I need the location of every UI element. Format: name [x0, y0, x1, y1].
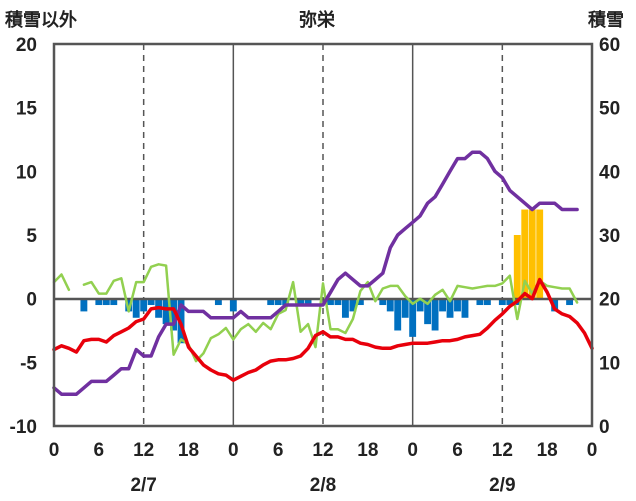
precip-bar — [409, 298, 417, 337]
precip-bar — [379, 298, 387, 306]
x-tick: 12 — [492, 440, 513, 461]
snow-bar — [513, 235, 521, 299]
precip-bar — [297, 298, 305, 306]
y-tick-right: 60 — [599, 35, 620, 56]
precip-bar — [461, 298, 469, 318]
precip-bar — [147, 298, 155, 306]
y-tick-right: 30 — [599, 226, 620, 247]
precip-bar — [229, 298, 237, 312]
x-tick: 0 — [49, 440, 60, 461]
precip-bar — [267, 298, 275, 306]
y-tick-left: 20 — [16, 35, 37, 56]
grid — [142, 44, 504, 426]
snow-bar — [521, 209, 529, 299]
precip-bar — [341, 298, 349, 318]
y-tick-left: 10 — [16, 162, 37, 183]
x-tick: 12 — [133, 440, 154, 461]
precip-bar — [439, 298, 446, 312]
series-line-red — [52, 277, 594, 382]
y-tick-right: 10 — [599, 353, 620, 374]
precip-bar — [102, 298, 110, 306]
precip-bar — [416, 298, 424, 312]
x-tick: 18 — [357, 440, 378, 461]
chart-title: 弥栄 — [299, 9, 336, 31]
y-tick-left: 15 — [16, 99, 38, 120]
precip-bar — [214, 298, 222, 306]
y-tick-right: 0 — [599, 417, 610, 438]
series-line-purple — [52, 150, 579, 396]
precip-bar — [110, 298, 118, 306]
x-tick: 6 — [452, 440, 463, 461]
precip-bar — [282, 298, 290, 306]
y-tick-right: 50 — [599, 99, 620, 120]
left-axis-label: 積雪以外 — [4, 9, 77, 31]
snow-bar — [528, 209, 536, 299]
x-tick: 0 — [228, 440, 239, 461]
precip-bar — [162, 298, 170, 325]
precip-bar — [386, 298, 394, 312]
y-tick-right: 40 — [599, 162, 620, 183]
x-tick: 18 — [537, 440, 558, 461]
x-tick: 0 — [587, 440, 598, 461]
precip-bar — [506, 298, 514, 306]
precip-bar — [304, 298, 312, 306]
precip-bar — [80, 298, 88, 312]
series-line-green — [52, 273, 71, 292]
x-tick: 6 — [94, 440, 105, 461]
precip-bar — [334, 298, 342, 306]
precip-bar — [170, 298, 177, 331]
date-label: 2/9 — [489, 475, 515, 496]
plot-frame — [52, 42, 594, 428]
y-tick-left: -5 — [20, 353, 37, 374]
series-line-green — [82, 263, 579, 363]
snow-bar — [536, 209, 544, 299]
x-tick: 12 — [312, 440, 333, 461]
x-tick: 18 — [178, 440, 199, 461]
precip-bar — [424, 298, 432, 325]
precip-bar — [401, 298, 409, 318]
y-tick-left: 5 — [26, 226, 37, 247]
precip-bar — [431, 298, 439, 331]
precip-bar — [454, 298, 461, 312]
date-label: 2/8 — [310, 475, 336, 496]
precip-bar — [566, 298, 574, 306]
x-tick: 6 — [273, 440, 284, 461]
precip-bar — [483, 298, 491, 306]
precip-bar — [125, 298, 133, 312]
right-axis-label: 積雪 — [587, 9, 624, 31]
precip-bar — [132, 298, 140, 318]
precip-bar — [327, 298, 334, 306]
y-tick-left: 0 — [26, 290, 37, 311]
precip-bar — [274, 298, 282, 306]
precip-bar — [356, 298, 364, 306]
series-lines — [52, 150, 594, 396]
y-tick-left: -10 — [10, 417, 37, 438]
precip-bar — [95, 298, 103, 306]
bars — [80, 209, 574, 344]
precip-bar — [498, 298, 506, 306]
precip-bar — [446, 298, 454, 318]
precip-bar — [476, 298, 484, 306]
precip-bar — [140, 298, 148, 312]
precip-bar — [394, 298, 402, 331]
date-label: 2/7 — [130, 475, 156, 496]
y-tick-right: 20 — [599, 290, 620, 311]
precip-bar — [349, 298, 357, 312]
x-tick: 0 — [407, 440, 418, 461]
